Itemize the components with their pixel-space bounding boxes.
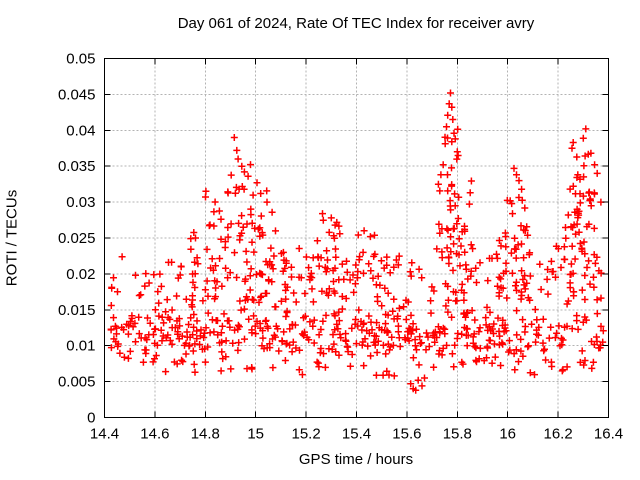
y-tick-label: 0.01 (66, 338, 95, 355)
y-tick-label: 0.05 (66, 51, 95, 68)
y-tick-label: 0.005 (58, 374, 96, 391)
x-tick-label: 16.2 (543, 426, 572, 443)
x-tick-label: 14.4 (90, 426, 119, 443)
x-tick-label: 14.8 (191, 426, 220, 443)
x-tick-label: 15.8 (443, 426, 472, 443)
x-tick-label: 14.6 (140, 426, 169, 443)
plot-border (104, 58, 609, 418)
chart-title: Day 061 of 2024, Rate Of TEC Index for r… (177, 15, 535, 32)
x-tick-label: 15.2 (291, 426, 320, 443)
y-tick-label: 0 (87, 410, 95, 427)
y-tick-label: 0.015 (58, 302, 96, 319)
x-tick-label: 15.6 (392, 426, 421, 443)
scatter-points (107, 89, 607, 394)
x-tick-label: 15 (247, 426, 264, 443)
y-tick-label: 0.025 (58, 230, 96, 247)
y-tick-label: 0.02 (66, 266, 95, 283)
x-tick-label: 16.4 (594, 426, 623, 443)
y-tick-label: 0.045 (58, 86, 96, 103)
y-tick-label: 0.035 (58, 158, 96, 175)
y-tick-label: 0.04 (66, 122, 95, 139)
x-tick-label: 16 (499, 426, 516, 443)
x-tick-label: 15.4 (342, 426, 371, 443)
x-axis-label: GPS time / hours (298, 451, 414, 468)
y-tick-label: 0.03 (66, 194, 95, 211)
